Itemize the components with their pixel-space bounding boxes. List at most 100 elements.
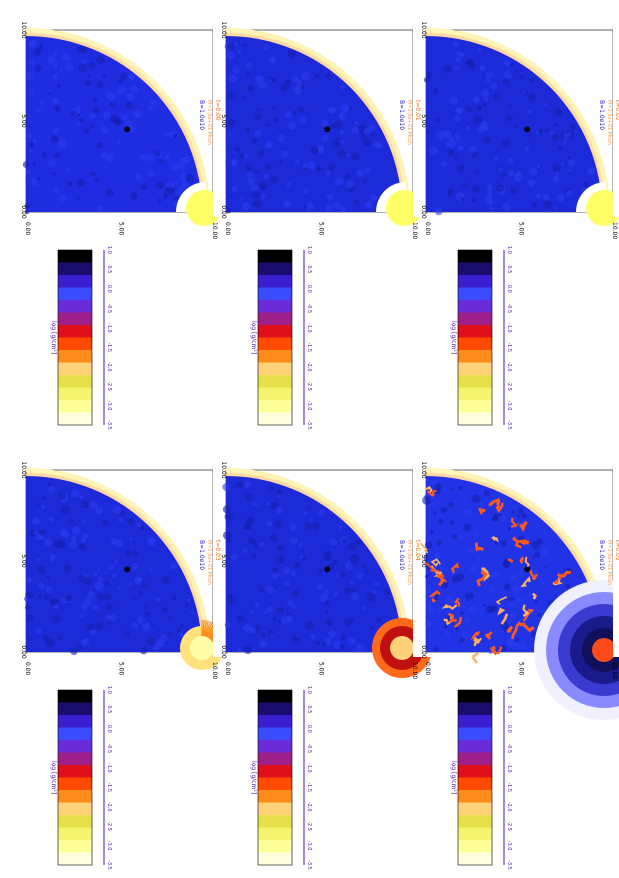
texture-mark bbox=[422, 495, 431, 505]
turbulent-filament bbox=[484, 631, 493, 640]
colorbar-swatch bbox=[258, 387, 292, 401]
texture-mark bbox=[268, 76, 272, 80]
colorbar-swatch bbox=[58, 350, 92, 363]
texture-mark bbox=[568, 168, 572, 173]
texture-mark bbox=[92, 97, 98, 103]
texture-mark bbox=[425, 574, 429, 579]
texture-mark bbox=[426, 71, 433, 79]
turbulent-filament bbox=[472, 651, 479, 664]
texture-mark bbox=[141, 582, 148, 589]
texture-mark bbox=[243, 153, 249, 159]
texture-mark bbox=[346, 180, 355, 189]
texture-mark bbox=[167, 186, 176, 195]
texture-mark bbox=[91, 171, 96, 177]
colorbar-swatch bbox=[458, 840, 492, 853]
texture-mark bbox=[104, 570, 108, 575]
core-shell bbox=[592, 638, 616, 662]
texture-mark bbox=[95, 506, 104, 515]
texture-mark bbox=[272, 105, 277, 110]
texture-mark bbox=[222, 505, 231, 514]
texture-mark bbox=[508, 103, 513, 108]
texture-mark bbox=[337, 149, 346, 158]
colorbar-tick-label: -0.5 bbox=[106, 743, 112, 753]
texture-mark bbox=[24, 209, 30, 215]
texture-mark bbox=[225, 209, 229, 213]
colorbar-tick-label: -3.5 bbox=[306, 860, 312, 870]
texture-mark bbox=[287, 49, 296, 58]
texture-mark bbox=[89, 629, 97, 637]
colorbar-tick-label: -1.5 bbox=[506, 782, 512, 792]
texture-mark bbox=[366, 592, 376, 602]
texture-mark bbox=[60, 505, 70, 515]
texture-mark bbox=[347, 542, 356, 551]
texture-mark bbox=[139, 646, 148, 655]
texture-mark bbox=[80, 538, 86, 543]
turbulent-filament bbox=[481, 567, 491, 582]
texture-mark bbox=[283, 566, 291, 574]
colorbar-tick-label: -3.5 bbox=[106, 420, 112, 430]
texture-mark bbox=[332, 139, 341, 149]
colorbar-swatch bbox=[458, 312, 492, 326]
texture-mark bbox=[146, 636, 156, 646]
time-label: t=0.02 bbox=[614, 100, 619, 121]
texture-mark bbox=[460, 611, 464, 616]
texture-mark bbox=[325, 610, 329, 614]
texture-mark bbox=[26, 132, 33, 139]
texture-mark bbox=[334, 177, 344, 187]
colorbar-tick-label: -2.0 bbox=[306, 362, 312, 372]
texture-mark bbox=[270, 175, 278, 183]
texture-mark bbox=[324, 550, 331, 557]
colorbar-swatch bbox=[58, 840, 92, 853]
texture-mark bbox=[266, 123, 271, 127]
colorbar-swatch bbox=[58, 362, 92, 376]
texture-mark bbox=[548, 130, 555, 136]
texture-mark bbox=[374, 580, 381, 587]
texture-mark bbox=[503, 70, 512, 80]
texture-mark bbox=[56, 84, 61, 89]
texture-mark bbox=[559, 134, 566, 140]
texture-mark bbox=[122, 114, 129, 121]
texture-mark bbox=[76, 196, 81, 201]
texture-mark bbox=[449, 520, 455, 526]
colorbar-tick-label: 0.0 bbox=[306, 285, 312, 293]
turbulent-filament bbox=[453, 597, 461, 607]
turbulent-filament bbox=[453, 616, 462, 628]
colorbar-swatch bbox=[58, 702, 92, 716]
texture-mark bbox=[271, 77, 277, 83]
texture-mark bbox=[564, 583, 571, 589]
texture-mark bbox=[482, 102, 487, 107]
colorbar-swatch bbox=[58, 250, 92, 263]
y-tick-label: 10.00 bbox=[20, 21, 27, 38]
texture-mark bbox=[284, 110, 293, 119]
texture-mark bbox=[342, 539, 347, 544]
texture-mark bbox=[241, 202, 251, 211]
texture-mark bbox=[309, 518, 313, 522]
texture-mark bbox=[299, 555, 304, 559]
texture-mark bbox=[514, 637, 520, 643]
texture-mark bbox=[469, 648, 475, 653]
texture-mark bbox=[245, 62, 253, 70]
texture-mark bbox=[110, 537, 118, 545]
texture-mark bbox=[249, 626, 257, 634]
texture-mark bbox=[326, 193, 334, 201]
texture-mark bbox=[542, 193, 550, 201]
texture-mark bbox=[316, 583, 324, 591]
colorbar-swatch bbox=[258, 375, 292, 388]
texture-mark bbox=[164, 154, 171, 160]
texture-mark bbox=[41, 152, 48, 158]
info-label: M=1.0e+01 Msun bbox=[606, 100, 612, 145]
colorbar-tick-label: -3.0 bbox=[106, 841, 112, 851]
texture-mark bbox=[46, 576, 50, 580]
texture-mark bbox=[510, 510, 515, 514]
texture-mark bbox=[476, 126, 483, 134]
texture-mark bbox=[356, 168, 365, 178]
texture-mark bbox=[54, 105, 61, 112]
texture-mark bbox=[483, 135, 491, 144]
info-label: M=1.0e+01 Msun bbox=[206, 540, 212, 585]
texture-mark bbox=[71, 535, 78, 542]
texture-mark bbox=[457, 145, 464, 151]
texture-mark bbox=[140, 183, 148, 191]
texture-mark bbox=[423, 556, 429, 562]
colorbar-swatch bbox=[258, 827, 292, 841]
texture-mark bbox=[522, 90, 526, 95]
